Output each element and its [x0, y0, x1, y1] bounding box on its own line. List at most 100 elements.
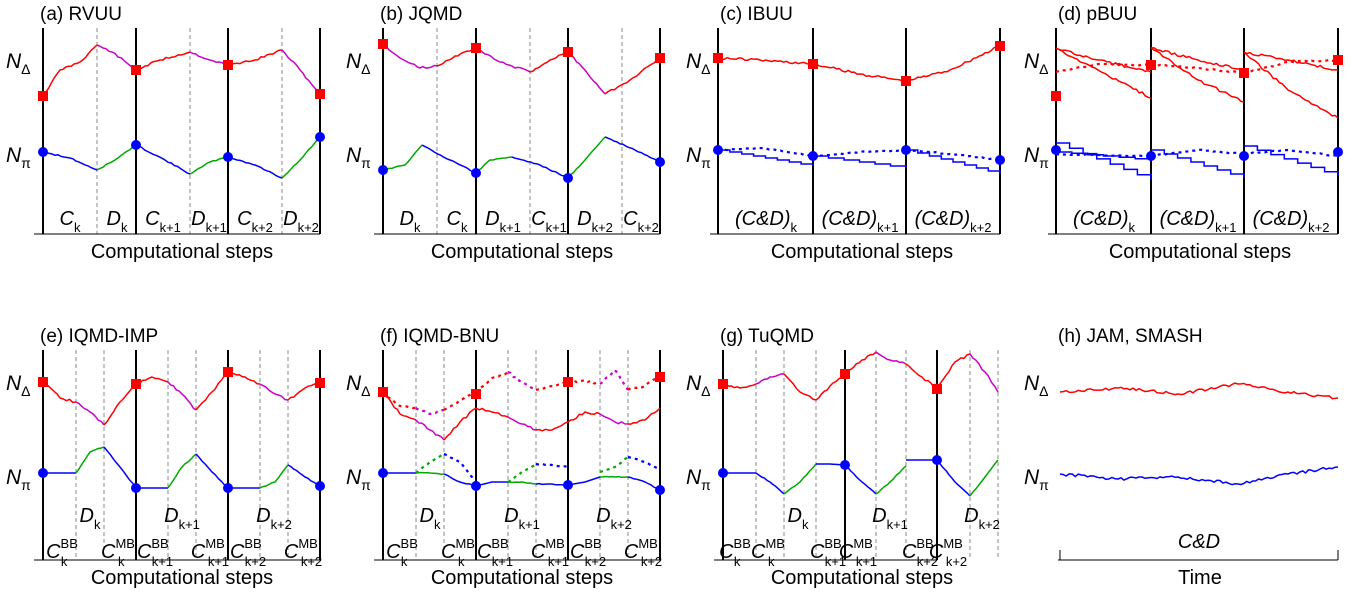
panel-f: (f) IQMD-BNU Computational steps NΔNπCBB… — [346, 326, 665, 589]
delta-curve — [189, 51, 229, 66]
y-label-pi: Nπ — [686, 466, 711, 493]
pi-curve — [421, 144, 477, 174]
pi-marker — [315, 132, 325, 142]
pi-curve — [167, 453, 197, 489]
pi-marker — [840, 460, 850, 470]
y-label-pi-sub: π — [21, 477, 31, 493]
step-label: CMB k — [441, 536, 475, 569]
decay-label: Dk+2 — [256, 505, 292, 532]
pi-curve — [42, 151, 98, 171]
step-label: CBB k — [46, 536, 78, 569]
pi-marker — [655, 485, 665, 495]
delta-curve — [227, 371, 261, 385]
panel-title: (d) pBUU — [1058, 4, 1137, 25]
delta-curve — [627, 407, 661, 425]
pi-marker — [378, 468, 388, 478]
y-label-pi-sub: π — [21, 155, 31, 171]
y-label-delta-sub: Δ — [701, 383, 710, 399]
step-label: Ck+1 — [145, 208, 181, 235]
step-label-sub: k+2 — [1308, 220, 1329, 235]
pi-marker — [563, 173, 573, 183]
step-label-sup: MB — [943, 536, 963, 551]
pi-curve — [627, 455, 661, 471]
step-label: (C&D)k — [735, 208, 798, 235]
step-label-sup: MB — [545, 536, 565, 551]
step-label-sub: k — [61, 554, 68, 569]
delta-curve — [1055, 47, 1152, 73]
y-label-pi: Nπ — [6, 466, 31, 493]
y-label-pi-sub: π — [361, 155, 371, 171]
delta-marker — [471, 43, 481, 53]
step-label-sub: k+2 — [298, 220, 319, 235]
step-label-sub: k — [401, 554, 408, 569]
step-label-sub: k — [734, 554, 741, 569]
delta-marker — [131, 65, 141, 75]
step-label: Ck+2 — [623, 208, 659, 235]
delta-curve — [475, 371, 509, 393]
pi-marker — [995, 155, 1005, 165]
delta-curve — [507, 370, 537, 391]
y-label-delta: NΔ — [686, 372, 711, 399]
step-label-sub: k — [791, 220, 798, 235]
step-label-sub: k+2 — [946, 554, 967, 569]
pi-curve — [227, 156, 283, 179]
pi-curve-dashed — [717, 146, 814, 158]
delta-curve — [529, 51, 569, 73]
decay-label: Dk — [80, 505, 101, 532]
x-axis-label: Computational steps — [771, 241, 953, 263]
step-label: Dk+1 — [191, 208, 227, 235]
step-label-sub: k — [74, 220, 81, 235]
pi-curve — [567, 136, 606, 179]
step-label: Dk+1 — [485, 208, 521, 235]
delta-curve — [443, 407, 477, 441]
step-label-sup: BB — [244, 536, 261, 551]
step-label-sup: BB — [734, 536, 751, 551]
step-label-sub: k+2 — [917, 554, 938, 569]
step-label: CBB k — [386, 536, 418, 569]
step-label: CBB k+1 — [477, 536, 513, 569]
y-label-delta: NΔ — [1024, 50, 1049, 77]
step-label-sub: k — [434, 517, 441, 532]
step-label: (C&D)k+2 — [915, 208, 992, 235]
y-label-pi: Nπ — [1024, 144, 1049, 171]
pi-curve — [135, 144, 191, 175]
step-label-sup: MB — [638, 536, 658, 551]
decay-label: Dk+1 — [872, 505, 908, 532]
delta-curve — [42, 381, 77, 404]
delta-curve-dashed — [1243, 58, 1339, 75]
pi-marker — [223, 483, 233, 493]
delta-curve — [627, 376, 661, 391]
step-label-sup: BB — [824, 536, 841, 551]
x-axis-label: Computational steps — [1109, 241, 1291, 263]
pi-marker — [471, 481, 481, 491]
pi-curve — [567, 476, 601, 486]
y-label-delta: NΔ — [1024, 372, 1049, 399]
step-label-sup: MB — [205, 536, 225, 551]
x-axis-label: Computational steps — [431, 567, 613, 589]
pi-curve — [511, 156, 569, 179]
step-label: CMB k+1 — [531, 536, 569, 569]
pi-curve — [783, 463, 817, 495]
step-label-sup: MB — [455, 536, 475, 551]
y-label-pi-sub: π — [701, 477, 711, 493]
panel-b: (b) JQMD Computational steps NΔ Nπ Dk Ck Dk+… — [346, 4, 665, 263]
delta-curve — [717, 56, 814, 65]
delta-curve — [103, 383, 137, 426]
y-label-delta-sub: Δ — [21, 383, 30, 399]
pi-curve — [507, 481, 537, 485]
pi-marker — [1333, 147, 1343, 157]
pi-curve — [969, 459, 999, 497]
x-axis-label: Computational steps — [771, 567, 953, 589]
y-label-delta-sub: Δ — [21, 61, 30, 77]
delta-curve-dashed — [1055, 62, 1152, 74]
delta-curve — [1055, 47, 1152, 99]
step-label-sub: k+2 — [245, 554, 266, 569]
step-label-sub: k — [1129, 220, 1136, 235]
pi-curve — [475, 156, 513, 174]
step-label-sub: k+1 — [519, 517, 540, 532]
step-label: Ck+1 — [531, 208, 567, 235]
delta-curve — [905, 45, 1001, 82]
pi-curve — [195, 453, 229, 489]
pi-curve — [844, 464, 877, 495]
y-label-delta: NΔ — [346, 372, 371, 399]
